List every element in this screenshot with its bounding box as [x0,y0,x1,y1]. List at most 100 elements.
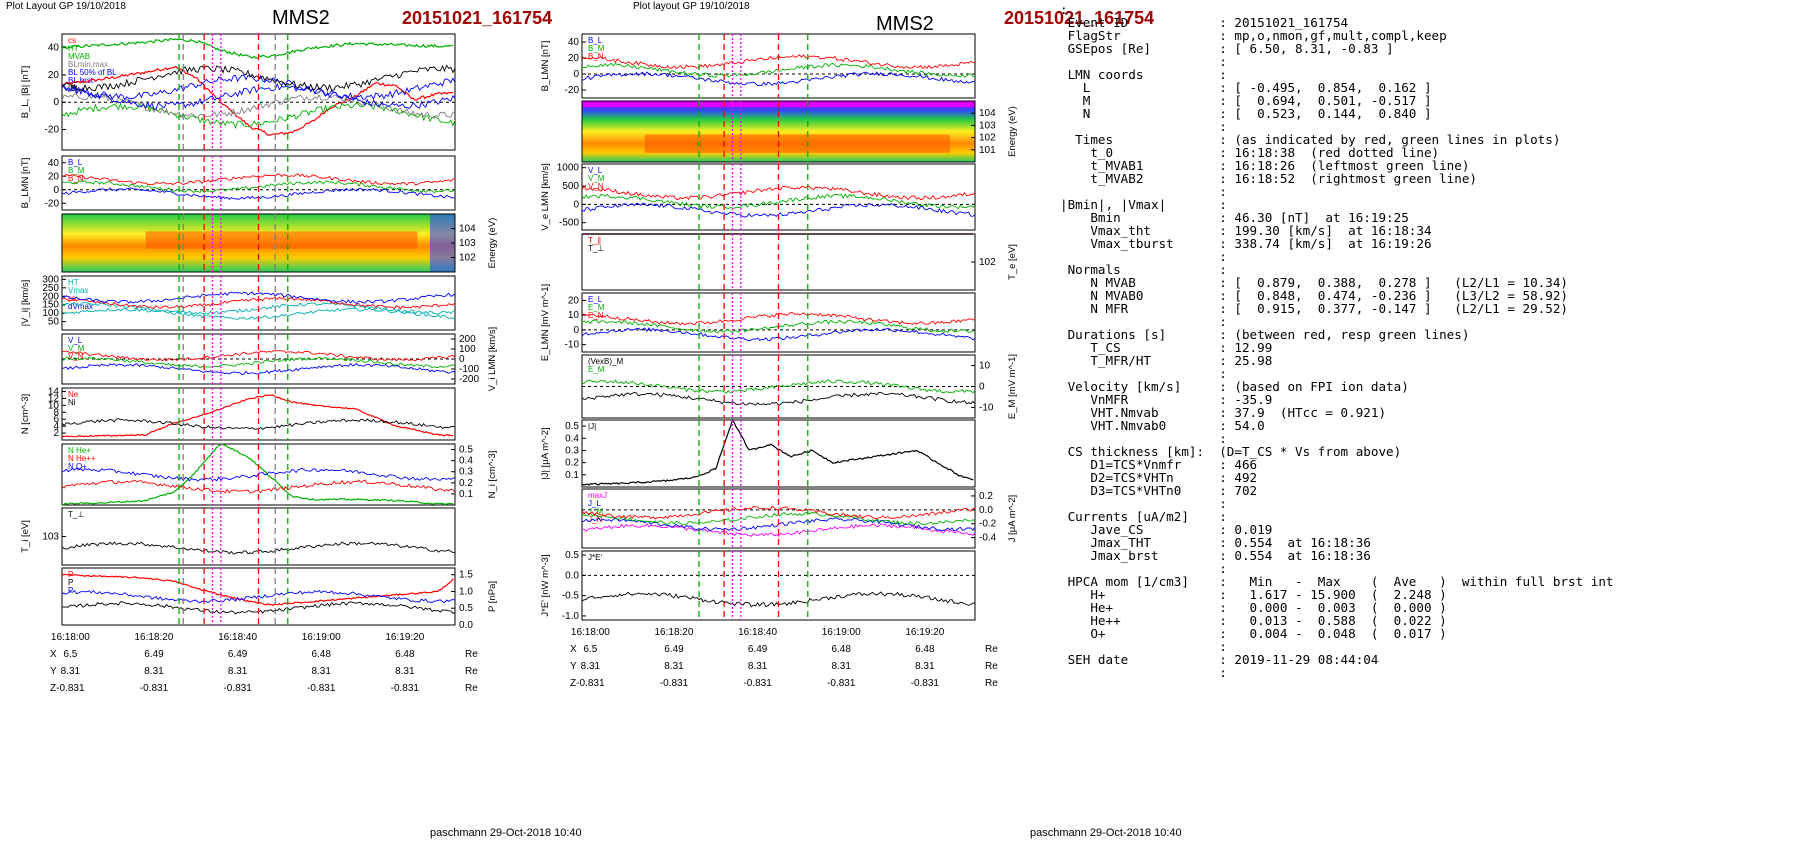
panel-frame [61,507,456,566]
position-value: 8.31 [581,661,601,672]
panel-ve: 1000 500 0 -500 V_e LMN [km/s] V_LV_MV_N [540,163,976,231]
info-line: Times : (as indicated by red, green line… [1060,132,1560,147]
panel-ni: 0.50.40.30.20.1 N_i [cm^-3] N He+N He++N O… [61,443,498,506]
tick-label-left: 4 [53,421,59,432]
info-line: : [1060,184,1227,199]
info-line: D2=TCS*VHTn : 492 [1060,470,1257,485]
legend-entry: BL 50% of BL [68,68,117,77]
left-x-axis: 16:18:00 16:18:20 16:18:40 16:19:00 16:19:20 [51,632,425,643]
legend-entry: P [68,586,73,595]
info-line: Durations [s] : (between red, resp green… [1060,327,1469,342]
tick-label-left: 0.5 [565,550,579,561]
series-line [61,65,454,136]
info-line: CS thickness [km]: (D=T_CS * Vs from abo… [1060,444,1401,459]
y-axis-label: |J| [μA m^-2] [540,427,551,479]
tick-label-right: -0.2 [979,519,997,530]
tick-label-left: 200 [42,291,59,302]
tick-label-right: 0.0 [979,505,993,516]
time-tick-label: 16:19:20 [905,627,944,638]
info-line: M : [ 0.694, 0.501, -0.517 ] [1060,93,1432,108]
position-value: -0.831 [391,683,420,694]
position-unit: Re [985,661,998,672]
component-trace [581,193,976,210]
position-value: 6.49 [144,649,164,660]
position-row-label: X [570,644,577,655]
info-line: N MVAB : [ 0.879, 0.388, 0.278 ] (L2/L1 … [1060,275,1568,290]
right-figure: Plot layout GP 19/10/2018 MMS2 20151021_… [540,1,1182,839]
y-axis-label-right: T_e [eV] [1007,244,1018,280]
legend-entry: E_M [588,303,605,312]
info-line: H+ : 1.617 - 15.900 ( 2.248 ) [1060,587,1447,602]
tick-label-right: 10 [979,361,991,372]
legend-entry: N He+ [68,446,91,455]
tick-label-left: 8 [53,407,59,418]
position-row-label: Z [50,683,56,694]
position-value: 8.31 [664,661,684,672]
position-row-label: X [50,649,57,660]
info-line: Jmax_brst : 0.554 at 16:18:36 [1060,548,1371,563]
y-axis-label: J*E' [nW m^-3] [540,554,551,616]
info-line: FlagStr : mp,o,nmon,gf,mult,compl,keep [1060,28,1447,43]
y-axis-label: V_e LMN [km/s] [540,163,551,231]
y-axis-label: T_i [eV] [20,520,31,553]
component-trace [581,62,976,78]
position-value: 8.31 [831,661,851,672]
position-value: 8.31 [228,666,248,677]
time-tick-label: 16:19:20 [385,632,424,643]
tick-label-left: 50 [48,317,60,328]
info-line: Jave_CS : 0.019 [1060,522,1272,537]
position-value: 6.5 [63,649,77,660]
legend-entry: J_N [588,515,602,524]
tick-label-right: 0.1 [459,489,473,500]
legend-entry: T_∥ [588,236,601,245]
legend-entry: cs [68,36,76,45]
info-line: Velocity [km/s] : (based on FPI ion data… [1060,379,1409,394]
tick-label-left: 1000 [557,163,580,174]
legend-entry: B_M [68,166,85,175]
info-line: Event ID : 20151021_161754 [1060,15,1348,30]
y-axis-label-right: E_M [mV m^-1] [1007,354,1018,419]
component-trace [581,71,976,87]
series-line [581,418,974,486]
tick-label-left: 0.3 [565,445,579,456]
panel-frame [61,33,456,151]
tick-label-left: 10 [48,400,60,411]
tick-label-left: 250 [42,283,59,294]
info-line: Vmax_tht : 199.30 [km/s] at 16:18:34 [1060,223,1432,238]
panel-blmn: 40 20 0 -20 B_LMN [nT] B_LB_MB_N [540,33,976,99]
info-line: : [1060,639,1227,654]
tick-label-left: 0 [573,69,579,80]
right-position-table: X 6.5 6.49 6.49 6.48 6.48 Re Y 8.31 8.31 8.31 8.31 8… [570,644,998,689]
tick-label-left: -20 [45,125,60,136]
position-value: 6.49 [748,644,768,655]
right-footer: paschmann 29-Oct-2018 10:40 [1030,827,1182,839]
tick-label-right: 102 [979,257,996,268]
legend-entry: BLmin,max [68,60,108,69]
legend-entry: MVAB [68,52,90,61]
component-trace [61,173,456,186]
info-line: : [1060,249,1227,264]
panel-frame [581,233,976,291]
tick-label-left: 0 [53,97,59,108]
left-event: 20151021_161754 [402,8,552,28]
y-axis-label: |V_i| [km/s] [20,280,31,327]
position-value: -0.831 [660,678,689,689]
tick-label-right: 0.3 [459,467,473,478]
legend-entry: B_L [68,158,83,167]
info-line: HPCA mom [1/cm3] : Min - Max ( Ave ) wit… [1060,574,1614,589]
time-tick-label: 16:19:00 [822,627,861,638]
position-row-label: Y [50,666,57,677]
info-line: : [1060,366,1227,381]
position-row-label: Z [570,678,576,689]
tick-label-right: 103 [979,120,996,131]
legend-entry: J*E' [588,553,602,562]
component-trace [61,350,456,362]
legend-entry: P [68,578,73,587]
time-tick-label: 16:18:40 [218,632,257,643]
position-value: -0.831 [307,683,336,694]
